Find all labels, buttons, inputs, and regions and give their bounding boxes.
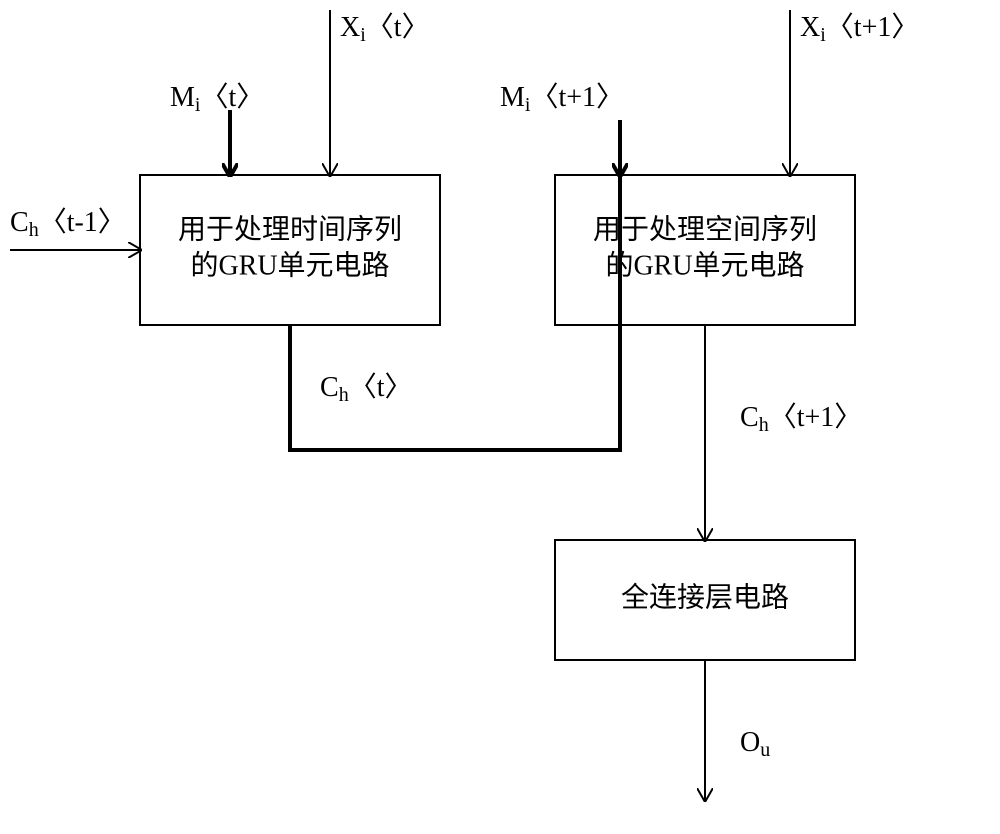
label-C_tm1: Ch〈t-1〉 [10, 206, 126, 240]
label-X_t1: Xi〈t+1〉 [800, 11, 919, 45]
gru_time-line1: 用于处理时间序列 [178, 213, 402, 245]
label-O_u: Ou [740, 727, 770, 760]
label-M_t1: Mi〈t+1〉 [500, 81, 624, 115]
label-C_t1: Ch〈t+1〉 [740, 401, 862, 435]
gru_space-line1: 用于处理空间序列 [593, 213, 817, 245]
label-X_t: Xi〈t〉 [340, 11, 430, 45]
fc-line1: 全连接层电路 [621, 581, 789, 613]
label-M_t: Mi〈t〉 [170, 81, 264, 115]
gru_time-line2: 的GRU单元电路 [190, 249, 389, 281]
label-C_t: Ch〈t〉 [320, 371, 412, 405]
diagram-canvas: 用于处理时间序列的GRU单元电路用于处理空间序列的GRU单元电路全连接层电路 X… [0, 0, 1000, 834]
gru_space-line2: 的GRU单元电路 [605, 249, 804, 281]
